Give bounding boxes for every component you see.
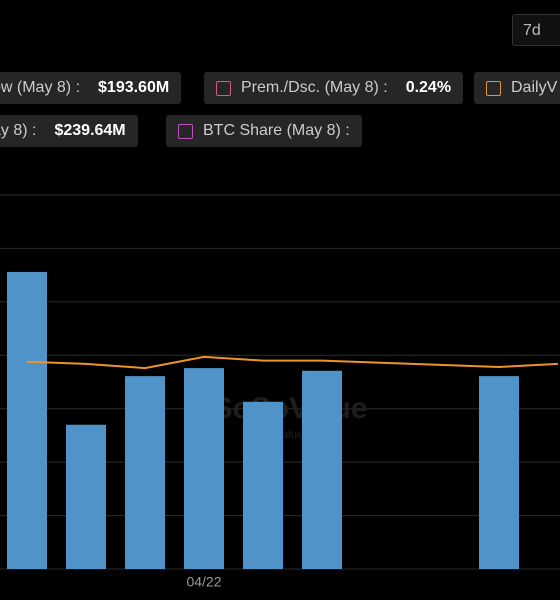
line xyxy=(26,355,559,370)
legend-box xyxy=(178,123,193,139)
bar xyxy=(302,370,342,569)
legend-value: $239.64M xyxy=(54,122,126,139)
legend-chip[interactable]: ow (May 8) : $193.60M xyxy=(0,72,182,104)
x-tick-label: 04/22 xyxy=(186,574,221,590)
legend-label: BTC Share (May 8) : xyxy=(203,122,350,139)
legend-label: Prem./Dsc. (May 8) : xyxy=(241,79,388,96)
legend-chip[interactable]: Prem./Dsc. (May 8) : 0.24% xyxy=(204,72,464,104)
watermark: SoSoValue xyxy=(212,392,367,425)
legend-value: $193.60M xyxy=(98,79,170,96)
legend-box xyxy=(216,80,231,96)
bar xyxy=(243,401,283,569)
legend-value: 0.24% xyxy=(405,79,452,96)
bar xyxy=(66,424,106,569)
bar xyxy=(479,376,519,569)
legend-label: ow (May 8) : xyxy=(0,79,81,96)
bar xyxy=(125,376,165,569)
legend-chip[interactable]: BTC Share (May 8) : xyxy=(166,115,362,147)
bar xyxy=(184,368,224,569)
bar xyxy=(7,271,47,569)
legend-chip[interactable]: DailyV xyxy=(474,72,560,104)
legend-chip[interactable]: ay 8) : $239.64M xyxy=(0,115,138,147)
legend-label: ay 8) : xyxy=(0,122,37,139)
legend-box xyxy=(486,80,501,96)
legend-label: DailyV xyxy=(511,79,558,96)
range-button[interactable]: 7d xyxy=(512,14,560,46)
